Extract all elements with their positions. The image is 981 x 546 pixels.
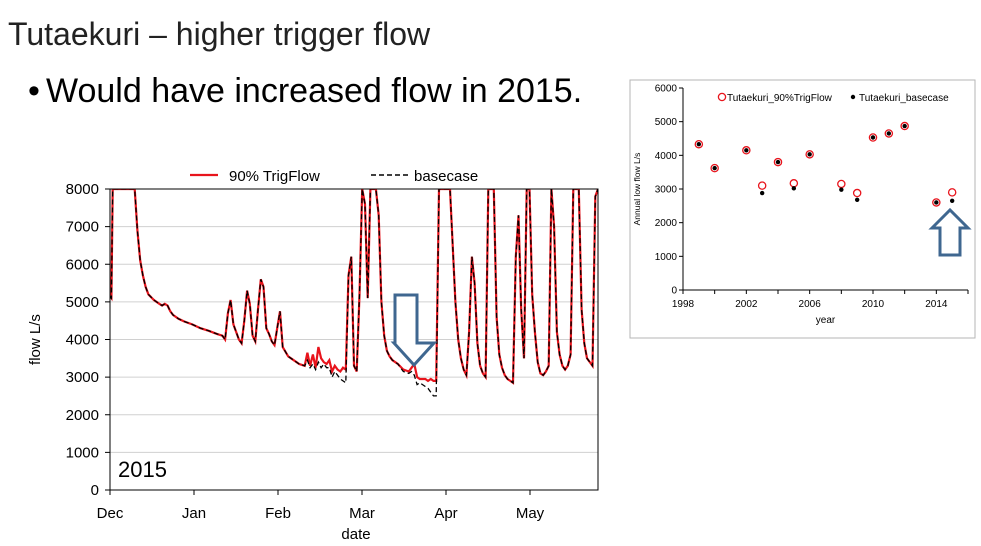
scatter-point-basecase [839,187,844,192]
y-tick-label: 5000 [66,294,99,311]
scatter-y-axis-label: Annual low flow L/s [632,153,642,226]
scatter-x-tick-label: 2014 [925,299,948,310]
scatter-point-trigflow [710,163,719,173]
legend-label-basecase: basecase [414,168,478,185]
scatter-point-basecase [712,165,717,171]
y-axis-label: flow L/s [27,314,44,365]
scatter-point-trigflow [805,150,814,159]
x-tick-label: Dec [97,505,124,522]
slide-title: Tutaekuri – higher trigger flow [8,16,431,52]
scatter-point-trigflow [900,121,909,131]
scatter-legend-label-trigflow: Tutaekuri_90%TrigFlow [727,93,833,104]
scatter-point-trigflow [868,133,878,142]
scatter-y-tick-label: 0 [671,286,677,297]
scatter-point-basecase [934,200,939,205]
scatter-point-trigflow [884,129,894,138]
scatter-point-basecase [902,123,907,129]
scatter-y-tick-label: 5000 [655,117,678,128]
x-tick-label: Mar [349,505,375,522]
scatter-point-basecase [696,142,702,147]
scatter-legend-marker-trigflow [717,92,727,102]
scatter-point-trigflow [947,188,957,197]
scatter-y-tick-label: 3000 [655,185,678,196]
plot-frame [109,188,599,491]
scatter-point-basecase [949,198,955,203]
x-tick-label: Jan [182,505,206,522]
scatter-y-tick-label: 6000 [655,84,678,95]
year-annotation: 2015 [118,457,167,482]
y-tick-label: 3000 [66,369,99,386]
scatter-point-basecase [744,148,749,153]
scatter-y-tick-label: 2000 [655,218,678,229]
scatter-point-basecase [775,159,781,165]
x-tick-label: Apr [434,505,457,522]
scatter-point-basecase [854,197,860,202]
up-arrow-icon [928,207,972,257]
bullet-dot: • [28,72,40,110]
scatter-point-trigflow [852,188,862,198]
x-tick-label: May [516,505,545,522]
scatter-x-tick-label: 2006 [799,299,822,310]
scatter-x-axis-label: year [816,315,836,326]
scatter-point-trigflow [694,139,704,149]
y-tick-label: 8000 [66,181,99,198]
scatter-point-basecase [791,186,797,191]
scatter-point-basecase [886,131,892,136]
scatter-y-tick-label: 1000 [655,252,678,263]
legend-label-trigflow: 90% TrigFlow [229,168,320,185]
y-tick-label: 4000 [66,332,99,349]
series-line-basecase [110,189,598,397]
bullet-text: Would have increased flow in 2015. [46,72,583,110]
y-tick-label: 7000 [66,219,99,236]
y-tick-label: 1000 [66,444,99,461]
down-arrow-icon [390,293,438,368]
scatter-point-trigflow [757,181,767,190]
scatter-x-tick-label: 1998 [672,299,695,310]
scatter-point-trigflow [742,146,751,155]
scatter-point-trigflow [932,198,941,207]
x-tick-label: Feb [265,505,291,522]
scatter-legend-marker-basecase [850,94,856,100]
scatter-point-trigflow [773,157,783,167]
x-axis-label: date [341,526,370,543]
y-tick-label: 2000 [66,407,99,424]
y-tick-label: 0 [91,482,99,499]
scatter-x-tick-label: 2002 [735,299,758,310]
scatter-point-basecase [759,190,765,196]
slide-bullet: • Would have increased flow in 2015. [28,70,582,112]
y-tick-label: 6000 [66,256,99,273]
scatter-y-tick-label: 4000 [655,151,678,162]
scatter-x-tick-label: 2010 [862,299,885,310]
scatter-point-basecase [870,135,876,140]
scatter-legend-label-basecase: Tutaekuri_basecase [859,93,949,104]
scatter-panel-frame [629,79,976,339]
scatter-point-basecase [807,152,812,157]
